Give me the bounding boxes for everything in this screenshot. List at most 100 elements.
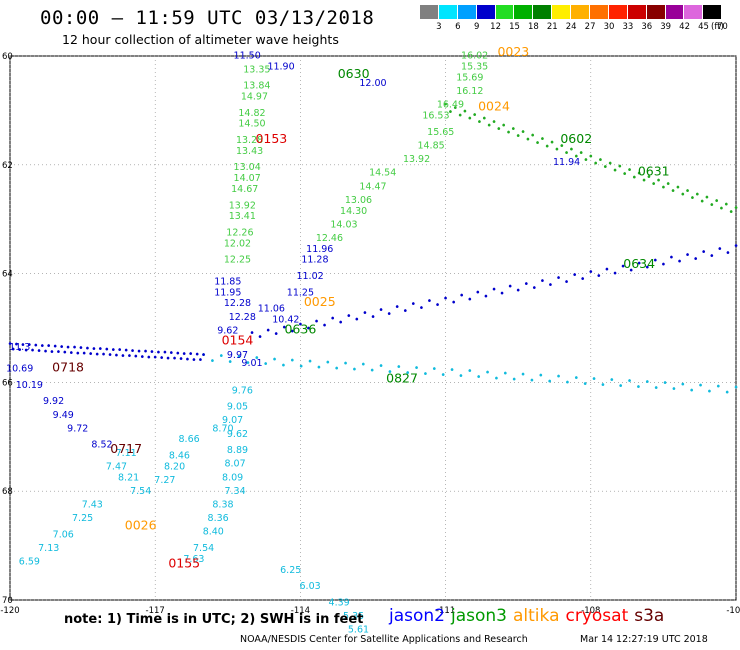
wave-height-label: 8.38 (212, 500, 233, 511)
satellite-jason3: jason3 (451, 606, 507, 626)
wave-height-label: 14.07 (234, 173, 261, 184)
swath-point: • (591, 374, 597, 385)
wave-height-label: 12.26 (226, 228, 253, 239)
swath-point: • (715, 381, 721, 392)
swath-point: • (547, 377, 553, 388)
swath-point: • (467, 366, 473, 377)
wave-height-label: 9.05 (227, 402, 248, 413)
swath-point: • (281, 360, 287, 371)
swath-point: • (685, 250, 691, 261)
pass-time-label: 0827 (386, 370, 418, 385)
swath-point: • (449, 365, 455, 376)
wave-height-label: 6.25 (280, 565, 301, 576)
swath-point: • (432, 364, 438, 375)
wave-height-label: 14.30 (340, 206, 367, 217)
swath-point: • (361, 360, 367, 371)
wave-height-label: 12.02 (224, 238, 251, 249)
swath-point: • (378, 361, 384, 372)
swath-point: • (394, 302, 400, 313)
swath-point: • (316, 362, 322, 373)
wave-height-label: 11.28 (301, 255, 328, 266)
wave-height-label: 7.27 (154, 475, 175, 486)
swath-point: • (443, 293, 449, 304)
wave-height-label: 8.20 (164, 461, 185, 472)
swath-point: • (362, 308, 368, 319)
latitude-tick-label: 66 (2, 378, 13, 388)
swath-point: • (680, 379, 686, 390)
swath-point: • (346, 311, 352, 322)
swath-point: • (515, 286, 521, 297)
wave-height-label: 8.36 (208, 513, 229, 524)
swath-point: • (201, 350, 207, 361)
wave-height-label: 8.70 (212, 423, 233, 434)
wave-height-label: 8.09 (222, 472, 243, 483)
wave-height-label: 6.59 (19, 557, 40, 568)
swath-point: • (502, 368, 508, 379)
swath-point: • (458, 371, 464, 382)
pass-time-label: 0154 (222, 332, 254, 347)
wave-height-label: 14.47 (359, 181, 386, 192)
wave-height-label: 8.21 (118, 472, 139, 483)
wave-height-label: 15.65 (427, 127, 454, 138)
wave-height-label: 9.72 (67, 423, 88, 434)
satellite-jason2: jason2 (389, 606, 445, 626)
pass-time-label: 0718 (52, 360, 84, 375)
swath-point: • (386, 309, 392, 320)
swath-point: • (693, 254, 699, 265)
swath-point: • (540, 276, 546, 287)
swath-point: • (298, 361, 304, 372)
swath-point: • (352, 365, 358, 376)
wave-height-label: 16.02 (461, 51, 488, 62)
wave-height-label: 13.43 (236, 146, 263, 157)
wave-height-label: 11.06 (258, 304, 285, 315)
swath-point: • (507, 282, 513, 293)
swath-point: • (573, 373, 579, 384)
swath-point: • (733, 203, 739, 214)
swath-point: • (402, 306, 408, 317)
swath-point: • (689, 385, 695, 396)
wave-height-label: 14.54 (369, 168, 396, 179)
wave-height-label: 11.95 (214, 287, 241, 298)
swath-point: • (565, 378, 571, 389)
wave-height-label: 13.41 (229, 211, 256, 222)
swath-point: • (661, 260, 667, 271)
wave-height-label: 4.39 (329, 597, 350, 608)
wave-height-label: 8.40 (203, 527, 224, 538)
wave-height-label: 11.85 (214, 276, 241, 287)
swath-point: • (677, 257, 683, 268)
swath-point: • (419, 303, 425, 314)
wave-height-label: 8.89 (227, 445, 248, 456)
pass-time-label: 0630 (338, 66, 370, 81)
swath-point: • (499, 289, 505, 300)
wave-height-label: 12.46 (316, 233, 343, 244)
wave-height-label: 15.35 (461, 62, 488, 73)
wave-height-label: 12.28 (229, 312, 256, 323)
longitude-tick-label: -120 (0, 606, 19, 616)
wave-height-label: 11.94 (553, 157, 580, 168)
swath-point: • (709, 251, 715, 262)
pass-time-label: 0024 (478, 98, 510, 113)
pass-time-label: 0636 (284, 321, 316, 336)
pass-time-label: 0631 (638, 164, 670, 179)
pass-time-label: 0717 (110, 441, 142, 456)
swath-point: • (564, 277, 570, 288)
wave-height-label: 11.3 (9, 342, 30, 353)
swath-point: • (582, 379, 588, 390)
swath-point: • (369, 366, 375, 377)
swath-point: • (653, 383, 659, 394)
pass-time-label: 0602 (560, 131, 592, 146)
pass-time-label: 0023 (497, 44, 529, 59)
wave-height-label: 13.35 (243, 64, 270, 75)
wave-height-label: 14.85 (417, 140, 444, 151)
swath-point: • (322, 321, 328, 332)
wave-height-label: 16.53 (422, 111, 449, 122)
swath-point: • (596, 271, 602, 282)
pass-time-label: 0153 (255, 131, 287, 146)
satellite-s3a: s3a (634, 606, 664, 626)
wave-height-label: 7.43 (82, 500, 103, 511)
swath-point: • (511, 374, 517, 385)
wave-height-label: 9.76 (232, 385, 253, 396)
wave-height-label: 16.12 (456, 86, 483, 97)
wave-height-label: 13.84 (243, 81, 270, 92)
swath-point: • (491, 285, 497, 296)
